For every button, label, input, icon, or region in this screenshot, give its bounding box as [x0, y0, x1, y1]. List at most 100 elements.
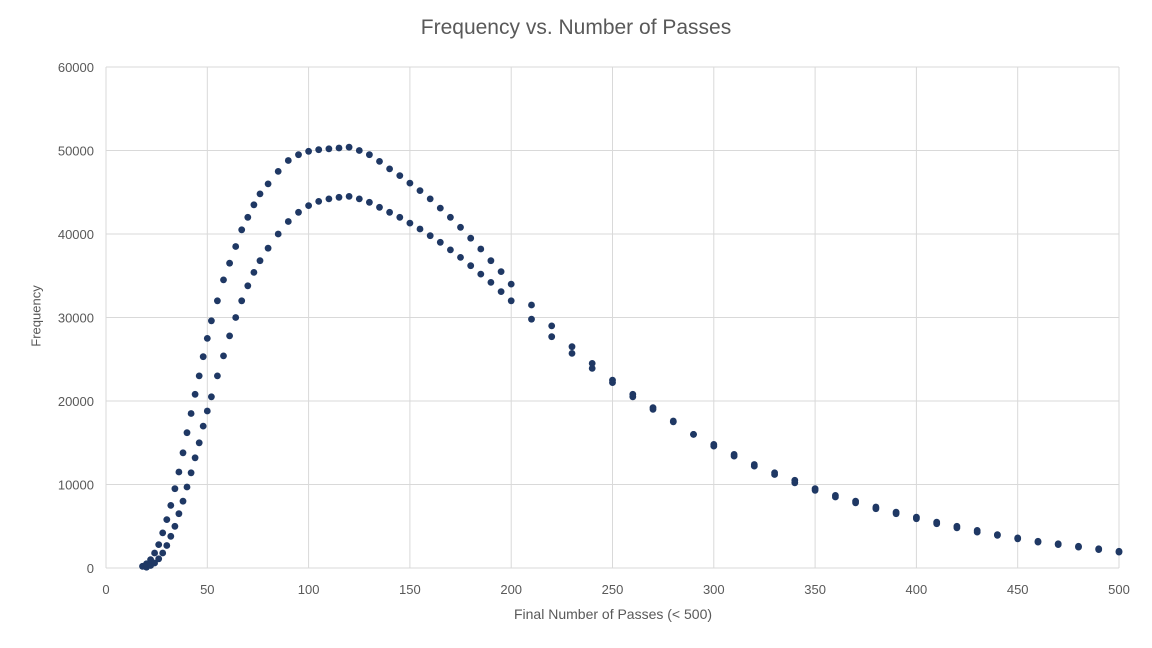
- series-1-point: [163, 516, 171, 523]
- series-2-point: [649, 406, 657, 413]
- series-1-point: [406, 179, 414, 187]
- series-2-point: [179, 497, 187, 505]
- series-1-point: [264, 180, 272, 188]
- series-1-point: [203, 335, 211, 342]
- series-1-point: [214, 297, 221, 305]
- series-1-point: [238, 226, 246, 234]
- series-2-point: [376, 203, 383, 211]
- series-2-point: [1034, 538, 1042, 546]
- series-2-point: [284, 218, 292, 225]
- series-1-point: [199, 353, 207, 361]
- x-tick-label: 500: [1108, 582, 1130, 597]
- x-tick-label: 200: [500, 582, 522, 597]
- series-1-point: [187, 410, 195, 417]
- series-2-point: [159, 549, 167, 557]
- series-2-point: [191, 454, 199, 462]
- series-1-point: [467, 234, 475, 242]
- series-2-point: [274, 230, 282, 238]
- series-1-point: [487, 257, 495, 265]
- y-tick-label: 0: [87, 561, 94, 576]
- series-2-point: [416, 225, 424, 233]
- series-1-point: [208, 317, 215, 325]
- series-2-point: [386, 208, 393, 216]
- series-1-point: [250, 201, 258, 209]
- series-1-point: [226, 259, 234, 267]
- series-1-point: [386, 165, 393, 173]
- series-2-point: [151, 559, 159, 567]
- series-1-point: [167, 502, 175, 509]
- y-tick-label: 60000: [58, 60, 94, 75]
- series-2-point: [256, 257, 264, 265]
- x-tick-label: 450: [1007, 582, 1029, 597]
- series-2-point: [315, 198, 323, 205]
- series-2-point: [609, 379, 616, 386]
- x-tick-label: 300: [703, 582, 725, 597]
- series-1-point: [568, 343, 576, 351]
- series-2-point: [195, 439, 203, 447]
- series-1-point: [426, 195, 434, 203]
- series-1-point: [305, 147, 312, 155]
- series-2-point: [730, 452, 738, 460]
- series-2-point: [171, 522, 179, 530]
- series-2-point: [771, 471, 778, 478]
- series-2-point: [811, 486, 819, 494]
- series-2-point: [1095, 546, 1103, 553]
- series-2-point: [467, 262, 475, 270]
- series-2-point: [175, 510, 183, 518]
- series-1-point: [436, 204, 444, 212]
- series-1-point: [232, 243, 240, 250]
- series-2-point: [295, 208, 302, 216]
- x-tick-label: 350: [804, 582, 826, 597]
- series-2-point: [447, 246, 454, 254]
- series-2-point: [1014, 535, 1022, 543]
- series-2-point: [426, 232, 434, 240]
- series-1-point: [335, 144, 343, 152]
- series-2-point: [933, 520, 941, 528]
- series-1-point: [355, 147, 363, 154]
- series-2-point: [497, 288, 505, 295]
- y-tick-label: 30000: [58, 311, 94, 326]
- series-1-point: [244, 213, 252, 221]
- series-2-point: [548, 333, 556, 341]
- series-1-point: [507, 280, 515, 288]
- series-2-point: [345, 193, 353, 200]
- x-tick-label: 150: [399, 582, 421, 597]
- series-2-point: [163, 542, 171, 549]
- series-1-point: [175, 468, 183, 476]
- series-2-point: [710, 442, 718, 450]
- series-2-point: [872, 505, 880, 513]
- series-1-point: [155, 541, 163, 548]
- series-2-point: [155, 555, 163, 563]
- series-2-point: [355, 195, 363, 203]
- series-1-point: [345, 143, 353, 151]
- series-1-point: [191, 390, 199, 398]
- series-2-point: [892, 510, 900, 518]
- x-tick-label: 100: [298, 582, 320, 597]
- series-2-point: [305, 202, 312, 210]
- series-1-point: [457, 223, 464, 231]
- series-1-point: [376, 158, 383, 165]
- y-tick-label: 10000: [58, 478, 94, 493]
- series-2-point: [1115, 548, 1123, 556]
- series-1-point: [295, 151, 302, 159]
- series-2-point: [244, 282, 252, 290]
- series-2-point: [953, 524, 961, 532]
- series-1-point: [195, 372, 203, 380]
- series-1-point: [151, 549, 159, 557]
- series-2-point: [167, 532, 175, 540]
- series-2-point: [187, 469, 195, 477]
- y-tick-label: 40000: [58, 227, 94, 242]
- series-2-point: [366, 198, 373, 206]
- series-1-point: [528, 301, 535, 309]
- series-2-point: [335, 193, 343, 201]
- series-2-point: [264, 244, 272, 252]
- series-1-point: [416, 187, 424, 195]
- series-2-point: [214, 372, 221, 380]
- series-1-point: [497, 268, 505, 275]
- series-2-point: [477, 270, 485, 278]
- series-2-point: [203, 407, 211, 415]
- series-2-point: [436, 238, 444, 246]
- series-2-point: [183, 483, 191, 491]
